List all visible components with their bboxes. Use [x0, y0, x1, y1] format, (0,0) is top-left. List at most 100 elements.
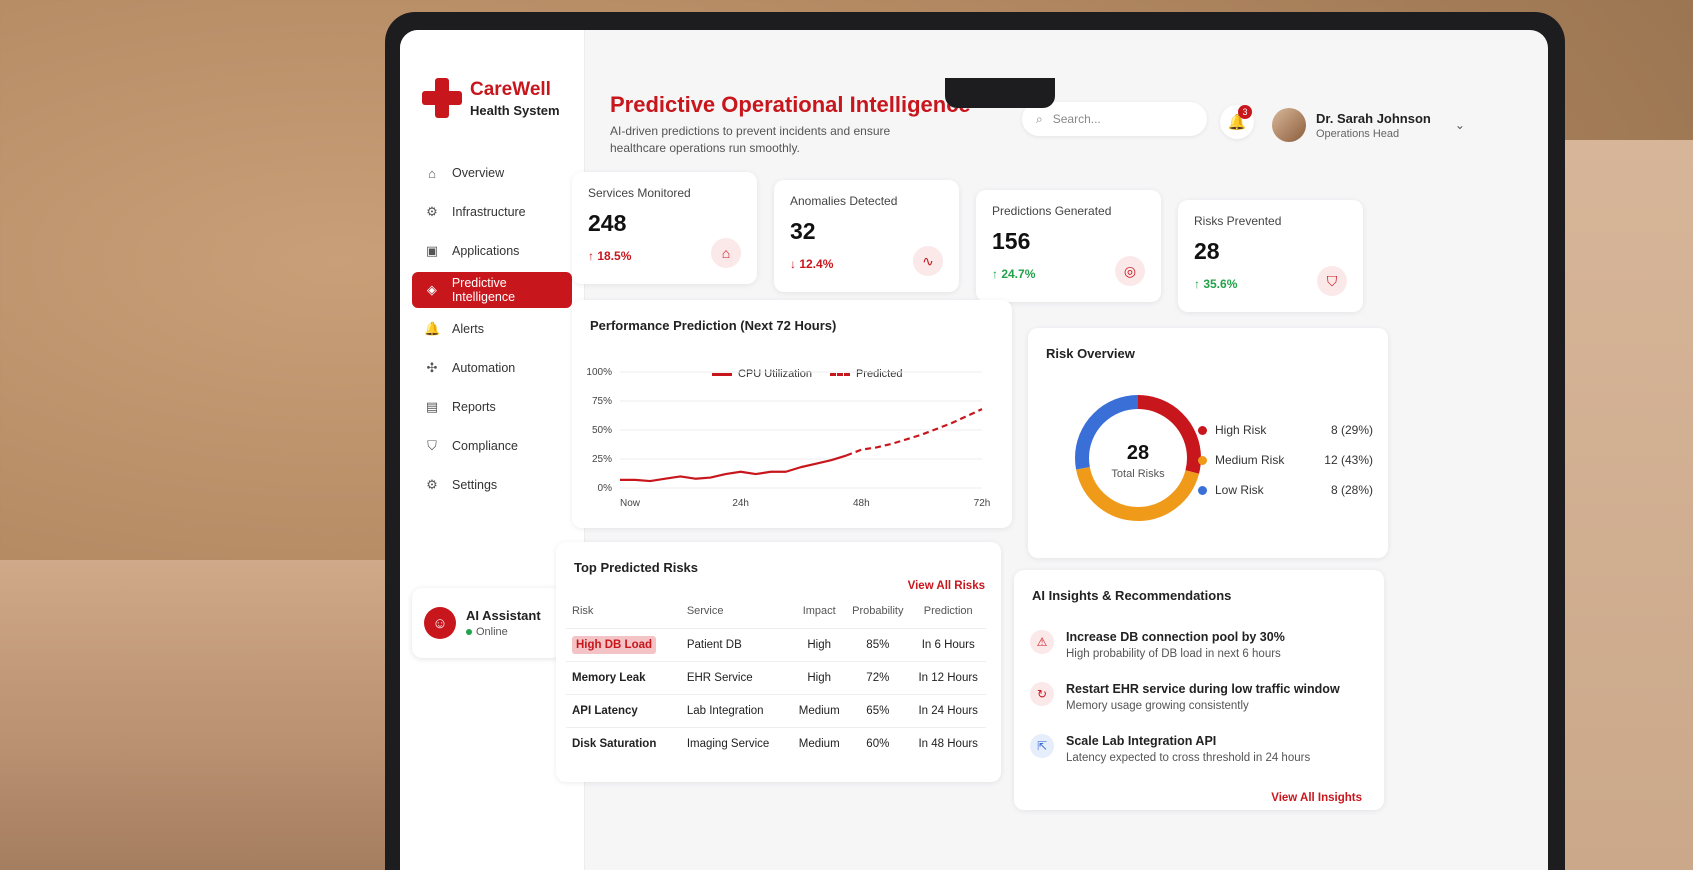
laptop-screen: CareWell Health System ⌂ Overview ⚙ Infrast…: [400, 30, 1548, 870]
insight-title: Restart EHR service during low traffic w…: [1066, 682, 1340, 696]
stat-card-anomalies-detected[interactable]: Anomalies Detected 32 ↓ 12.4% ∿: [774, 180, 959, 292]
risk-name-cell: API Latency: [566, 693, 681, 727]
stat-delta: ↑ 24.7%: [992, 267, 1036, 281]
table-cell: 85%: [845, 627, 911, 661]
column-header-risk[interactable]: Risk: [572, 604, 594, 617]
user-menu[interactable]: Dr. Sarah Johnson Operations Head ⌄: [1272, 108, 1465, 142]
sidebar-item-compliance[interactable]: ⛉ Compliance: [412, 428, 572, 464]
column-header-prediction[interactable]: Prediction: [923, 604, 973, 617]
risk-value: 8 (29%): [1330, 423, 1373, 437]
sidebar-item-label: Predictive Intelligence: [451, 276, 516, 304]
stat-label: Services Monitored: [588, 186, 691, 200]
ai-insights-panel: AI Insights & Recommendations ⚠ Increase…: [1014, 570, 1384, 810]
sidebar-item-overview[interactable]: ⌂ Overview: [412, 155, 572, 191]
legend-dot: [1198, 455, 1207, 465]
ai-assistant-card[interactable]: ☺ AI Assistant Online: [412, 588, 562, 658]
donut-slice-low-risk[interactable]: [1075, 395, 1201, 521]
risk-overview-title: Risk Overview: [1046, 346, 1135, 361]
sidebar-item-label: Compliance: [452, 439, 519, 453]
top-risks-panel: Top Predicted Risks View All Risks Risk S…: [556, 542, 1001, 782]
sidebar: CareWell Health System ⌂ Overview ⚙ Infrast…: [400, 30, 585, 870]
chevron-down-icon[interactable]: ⌄: [1454, 118, 1465, 132]
insight-description: High probability of DB load in next 6 ho…: [1066, 648, 1281, 660]
ai-insights-title: AI Insights & Recommendations: [1032, 588, 1232, 603]
risk-overview-panel: Risk Overview 28 Total Risks High Risk 8 …: [1028, 328, 1388, 558]
stat-value: 32: [790, 218, 816, 244]
scale-icon: ⇱: [1030, 734, 1054, 758]
legend-predicted: Predicted: [829, 368, 902, 380]
stat-label: Risks Prevented: [1194, 214, 1282, 228]
stat-value: 28: [1194, 238, 1220, 264]
sidebar-item-predictive-intelligence[interactable]: ◈ Predictive Intelligence: [412, 272, 572, 308]
view-all-insights-link[interactable]: View All Insights: [1271, 792, 1362, 804]
table-cell: Patient DB: [680, 627, 794, 661]
shield-icon: ⛉: [427, 438, 437, 453]
stat-card-predictions-generated[interactable]: Predictions Generated 156 ↑ 24.7% ◎: [976, 190, 1161, 302]
risk-name-cell: Disk Saturation: [566, 726, 681, 760]
stat-value: 156: [992, 228, 1031, 254]
table-cell: In 12 Hours: [910, 660, 986, 694]
table-cell: Imaging Service: [680, 726, 794, 760]
target-icon: ◎: [1115, 256, 1145, 286]
notifications-button[interactable]: 🔔 3: [1220, 105, 1254, 139]
y-tick-label: 100%: [586, 367, 612, 378]
stat-delta: ↑ 35.6%: [1194, 277, 1238, 291]
column-header-impact[interactable]: Impact: [802, 604, 836, 617]
table-cell: High: [793, 660, 846, 694]
table-row[interactable]: Memory Leak EHR Service High 72% In 12 Hours: [566, 660, 986, 694]
insight-item[interactable]: ↻ Restart EHR service during low traffic…: [1030, 682, 1340, 712]
risk-legend-high-risk: High Risk 8 (29%): [1198, 423, 1373, 437]
risk-donut-chart: [1075, 395, 1201, 521]
stat-value: 248: [588, 210, 627, 236]
stat-card-services-monitored[interactable]: Services Monitored 248 ↑ 18.5% ⌂: [572, 172, 757, 284]
medical-cross-icon: [422, 78, 462, 118]
risk-label: Medium Risk: [1215, 453, 1285, 467]
column-header-service[interactable]: Service: [686, 604, 724, 617]
shield-check-icon: ⛉: [1317, 266, 1347, 296]
report-icon: ▤: [425, 399, 439, 414]
chart-legend: CPU Utilization Predicted: [712, 368, 902, 380]
brand-name: CareWell: [470, 78, 551, 100]
sidebar-item-applications[interactable]: ▣ Applications: [412, 233, 572, 269]
table-cell: 60%: [845, 726, 911, 760]
table-row[interactable]: API Latency Lab Integration Medium 65% In 24…: [566, 693, 986, 727]
table-cell: In 48 Hours: [910, 726, 986, 760]
sidebar-item-automation[interactable]: ✣ Automation: [412, 350, 572, 386]
insight-description: Latency expected to cross threshold in 2…: [1066, 752, 1311, 764]
sidebar-item-reports[interactable]: ▤ Reports: [412, 389, 572, 425]
view-all-risks-link[interactable]: View All Risks: [907, 580, 985, 592]
ai-assistant-status: Online: [466, 626, 541, 638]
top-risks-title: Top Predicted Risks: [574, 560, 699, 575]
restart-icon: ↻: [1030, 682, 1054, 706]
hospital-icon: ⌂: [711, 238, 741, 268]
y-tick-label: 75%: [592, 396, 612, 407]
brand-logo[interactable]: CareWell Health System: [422, 78, 560, 118]
x-tick-label: 72h: [974, 498, 991, 509]
donut-total-value: 28: [1126, 442, 1150, 464]
risk-value: 8 (28%): [1330, 483, 1373, 497]
performance-line-chart: 0% 25% 50% 75% 100% Now 24h 48h 72h: [586, 367, 991, 509]
series-line-predicted: [845, 408, 983, 457]
series-line-cpu-utilization: [620, 454, 847, 483]
search-input[interactable]: ⌕ Search...: [1022, 102, 1207, 136]
donut-slice-medium-risk[interactable]: [1075, 395, 1201, 521]
sidebar-item-label: Overview: [452, 166, 505, 180]
sidebar-item-alerts[interactable]: 🔔 Alerts: [412, 311, 572, 347]
sidebar-item-settings[interactable]: ⚙ Settings: [412, 467, 572, 503]
sidebar-item-label: Reports: [452, 400, 496, 414]
sidebar-item-infrastructure[interactable]: ⚙ Infrastructure: [412, 194, 572, 230]
user-role: Operations Head: [1316, 127, 1400, 140]
column-header-probability[interactable]: Probability: [852, 604, 904, 617]
page-title: Predictive Operational Intelligence: [610, 92, 971, 117]
table-row[interactable]: High DB Load Patient DB High 85% In 6 Hours: [566, 627, 986, 661]
insight-item[interactable]: ⇱ Scale Lab Integration API Latency expe…: [1030, 734, 1310, 764]
sidebar-item-label: Alerts: [452, 322, 484, 336]
table-row[interactable]: Disk Saturation Imaging Service Medium 60% I…: [566, 726, 986, 760]
table-cell: In 6 Hours: [910, 627, 986, 661]
table-cell: In 24 Hours: [910, 693, 986, 727]
table-cell: Medium: [793, 693, 846, 727]
insight-item[interactable]: ⚠ Increase DB connection pool by 30% Hig…: [1030, 630, 1285, 660]
apps-icon: ▣: [425, 243, 439, 258]
table-cell: 65%: [845, 693, 911, 727]
stat-card-risks-prevented[interactable]: Risks Prevented 28 ↑ 35.6% ⛉: [1178, 200, 1363, 312]
